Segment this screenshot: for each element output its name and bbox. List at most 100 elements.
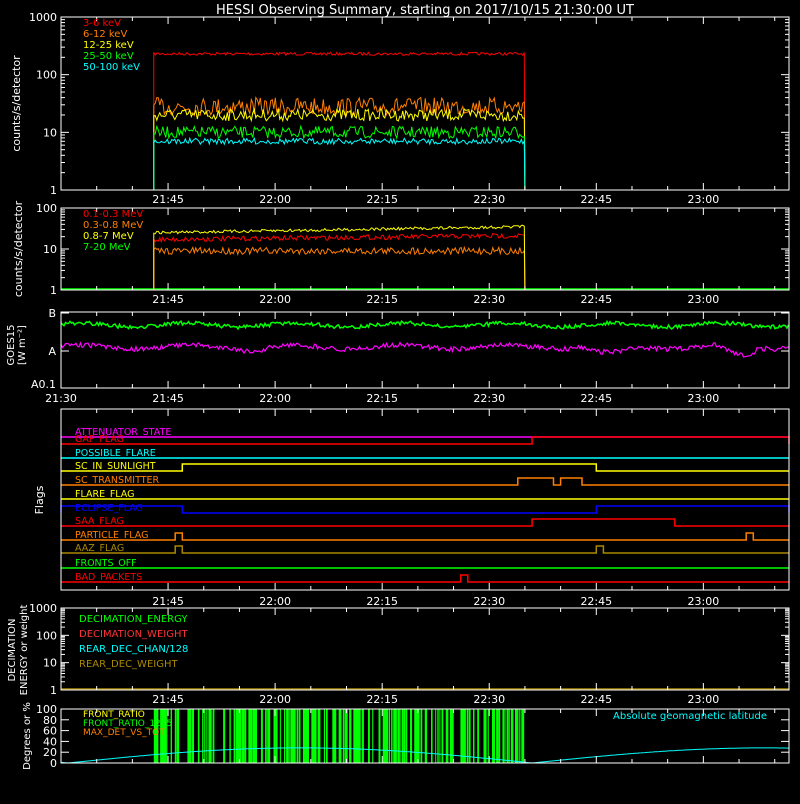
- flags-xtick-label: 23:00: [688, 595, 720, 608]
- front-ratio-bar: [477, 709, 480, 763]
- panel-high-energy: 1 10 100 21:45 22:00 22:15 22:30 22:45 23:00 coun…: [12, 200, 790, 306]
- front-ratio-bar: [468, 709, 471, 763]
- front-ratio-bar: [292, 709, 295, 763]
- legend-entry: 12-25 keV: [83, 40, 134, 51]
- decim-xtick-label: 22:15: [366, 693, 398, 706]
- front-ratio-bar: [395, 709, 397, 763]
- decim-frame: [60, 607, 790, 691]
- front-ratio-bar: [462, 709, 466, 763]
- flag-label: FRONTS_OFF: [75, 558, 137, 569]
- front-ratio-bar: [290, 709, 294, 763]
- front-ratio-bar: [155, 709, 159, 763]
- front-ratio-bar: [334, 709, 337, 763]
- flag-line: [61, 436, 790, 445]
- front-ratio-bar: [197, 709, 200, 763]
- goes-xtick-label: 21:45: [152, 392, 184, 405]
- front-ratio-bar: [166, 709, 168, 763]
- front-ratio-bar: [384, 709, 388, 763]
- front-ratio-bar: [473, 709, 475, 763]
- front-ratio-bar: [504, 709, 506, 763]
- front-ratio-bar: [416, 709, 419, 763]
- front-ratio-bar: [466, 709, 469, 763]
- goes-frame: [60, 311, 790, 389]
- front-ratio-bar: [210, 709, 212, 763]
- front-ratio-bar: [515, 709, 518, 763]
- front-ratio-bar: [317, 709, 321, 763]
- front-ytick-label: 60: [43, 725, 57, 738]
- lo-xtick-label: 21:45: [152, 193, 184, 206]
- front-ratio-bar: [382, 709, 386, 763]
- lo-xtick-label: 23:00: [688, 193, 720, 206]
- front-ratio-bar: [260, 709, 263, 763]
- front-ratio-bar: [239, 709, 242, 763]
- front-ratio-bar: [491, 709, 495, 763]
- front-ratio-bar: [353, 709, 356, 763]
- front-ratio-bar: [160, 709, 163, 763]
- front-ratio-bar: [494, 709, 496, 763]
- front-ratio-bar: [288, 709, 290, 763]
- front-ratio-bar: [378, 709, 381, 763]
- front-ratio-bar: [229, 709, 231, 763]
- front-ratio-bar: [445, 709, 449, 763]
- front-ratio-bar: [435, 709, 437, 763]
- flags-xtick-label: 22:00: [259, 595, 291, 608]
- hi-ytick-label: 100: [36, 202, 57, 215]
- front-ratio-bar: [464, 709, 466, 763]
- front-ratio-bar: [401, 709, 404, 763]
- legend-entry: 6-12 keV: [83, 29, 127, 40]
- flags-xtick-label: 22:15: [366, 595, 398, 608]
- decim-ytick-label: 1: [50, 684, 57, 697]
- lo-xtick-label: 22:15: [366, 193, 398, 206]
- legend-entry: 7-20 MeV: [83, 242, 131, 253]
- front-ratio-bar: [204, 709, 206, 763]
- decim-ytick-label: 1000: [29, 602, 57, 615]
- front-ratio-bar: [449, 709, 452, 763]
- series-line: [60, 341, 789, 358]
- front-ratio-bar: [487, 709, 489, 763]
- flag-label: SC_TRANSMITTER: [75, 475, 160, 486]
- series-line: [153, 96, 526, 191]
- decim-xtick-label: 23:00: [688, 693, 720, 706]
- front-ratio-bar: [235, 709, 239, 763]
- legend-entry: DECIMATION_WEIGHT: [79, 629, 188, 640]
- goes-xtick-label: 22:30: [473, 392, 505, 405]
- flag-label: ECLIPSE_FLAG: [75, 503, 143, 514]
- front-ratio-bar: [342, 709, 345, 763]
- front-ratio-bar: [254, 709, 257, 763]
- front-ratio-bar: [286, 709, 289, 763]
- front-ratio-bar: [244, 709, 247, 763]
- front-ratio-bar: [391, 709, 393, 763]
- flag-line: [61, 545, 789, 554]
- flags-ylabel: Flags: [33, 485, 46, 514]
- front-ratio-bar: [162, 709, 165, 763]
- hi-xtick-label: 23:00: [688, 293, 720, 306]
- front-ratio-bar: [202, 709, 204, 763]
- front-ratio-bar: [506, 709, 509, 763]
- front-ratio-bar: [496, 709, 499, 763]
- front-ytick-label: 20: [43, 746, 57, 759]
- goes-ytick-label: B: [48, 307, 56, 320]
- goes-xtick-label: 22:15: [366, 392, 398, 405]
- front-ratio-bar: [431, 709, 433, 763]
- series-line: [153, 224, 526, 291]
- front-ratio-bar: [338, 709, 342, 763]
- goes-ylabel: GOES15: [6, 324, 17, 365]
- front-ratio-bar: [397, 709, 400, 763]
- front-ratio-bar: [420, 709, 423, 763]
- front-ratio-bar: [267, 709, 271, 763]
- lo-ylabel: counts/s/detector: [10, 55, 23, 152]
- hi-xtick-label: 22:45: [580, 293, 612, 306]
- flag-label: AAZ_FLAG: [75, 543, 124, 554]
- geomag-latitude-line: [60, 747, 789, 764]
- flag-line: [61, 574, 789, 583]
- front-ratio-bar: [508, 709, 510, 763]
- front-ratio-bar: [206, 709, 208, 763]
- hi-ytick-label: 10: [43, 243, 57, 256]
- decim-ylabel: DECIMATION: [7, 618, 18, 681]
- front-ratio-bar: [403, 709, 406, 763]
- goes-xtick-label: 22:00: [259, 392, 291, 405]
- front-ratio-bar: [519, 709, 521, 763]
- hi-xtick-label: 22:30: [473, 293, 505, 306]
- front-ratio-bar: [208, 709, 212, 763]
